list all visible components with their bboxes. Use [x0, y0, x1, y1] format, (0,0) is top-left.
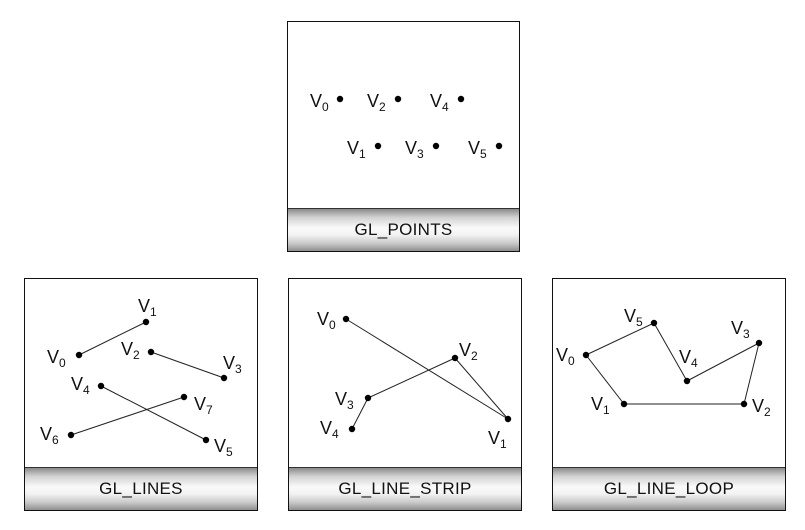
edge-v3-v4 — [686, 342, 760, 382]
vertex-point-v0 — [75, 351, 83, 359]
edge-v4-v5 — [653, 322, 688, 382]
vertex-point-v4 — [683, 377, 691, 385]
vertex-label-v1: V1 — [591, 394, 610, 417]
vertex-label-v5: V5 — [214, 436, 233, 459]
vertex-point-v3 — [432, 142, 440, 150]
edge-v2-v3 — [367, 357, 456, 399]
diagram-gl-line-loop: V0 V1 V2 V3 V4 V5 — [556, 306, 771, 419]
edge-v5-v0 — [585, 322, 655, 356]
vertex-label-v4: V4 — [679, 347, 698, 370]
edge-v2-v3 — [150, 351, 225, 379]
vertex-label-v1: V1 — [138, 296, 157, 319]
vertex-label-v4: V4 — [320, 418, 339, 441]
vertex-label-v2: V2 — [121, 339, 140, 362]
vertex-label-v3: V3 — [405, 138, 424, 161]
vertex-point-v4 — [348, 425, 356, 433]
vertex-label-v0: V0 — [310, 91, 329, 114]
vertex-label-v3: V3 — [335, 389, 354, 412]
edge-v0-v1 — [345, 318, 509, 420]
vertex-label-v6: V6 — [40, 424, 59, 447]
caption-gl-line-loop: GL_LINE_LOOP — [553, 467, 785, 510]
vertex-label-v2: V2 — [752, 396, 771, 419]
vertex-point-v1 — [374, 142, 382, 150]
vertex-point-v3 — [364, 394, 372, 402]
diagram-gl-lines: V0 V1 V2 V3 V4 V5 V6 V7 — [40, 296, 242, 459]
vertex-point-v0 — [582, 351, 590, 359]
caption-gl-lines: GL_LINES — [25, 467, 257, 510]
diagram-gl-line-strip: V0 V1 V2 V3 V4 — [317, 309, 512, 451]
vertex-label-v1: V1 — [488, 428, 507, 451]
vertex-label-v0: V0 — [47, 347, 66, 370]
edge-v0-v1 — [78, 321, 147, 356]
vertex-label-v0: V0 — [556, 345, 575, 368]
vertex-point-v0 — [336, 95, 344, 103]
edge-v2-v3 — [743, 342, 760, 405]
vertex-point-v3 — [220, 374, 228, 382]
panel-gl-lines: V0 V1 V2 V3 V4 V5 V6 V7 GL_LINES — [24, 278, 258, 511]
diagram-gl-points: V0 V1 V2 V3 V4 V5 — [310, 91, 503, 161]
edge-v1-v2 — [454, 357, 509, 420]
vertex-point-v5 — [202, 436, 210, 444]
vertex-label-v0: V0 — [317, 309, 336, 332]
vertex-point-v4 — [97, 382, 105, 390]
vertex-label-v2: V2 — [459, 340, 478, 363]
vertex-point-v0 — [342, 315, 350, 323]
panel-gl-line-loop: V0 V1 V2 V3 V4 V5 GL_LINE_LOOP — [552, 278, 786, 511]
vertex-point-v1 — [620, 400, 628, 408]
panel-gl-points: V0 V1 V2 V3 V4 V5 GL_POINTS — [287, 21, 520, 252]
vertex-point-v2 — [740, 400, 748, 408]
vertex-point-v2 — [147, 348, 155, 356]
vertex-label-v3: V3 — [223, 353, 242, 376]
edge-v4-v5 — [100, 385, 207, 441]
caption-gl-points: GL_POINTS — [288, 208, 519, 251]
vertex-label-v2: V2 — [367, 91, 386, 114]
vertex-label-v4: V4 — [430, 91, 449, 114]
vertex-point-v7 — [180, 393, 188, 401]
vertex-point-v6 — [67, 431, 75, 439]
vertex-label-v5: V5 — [624, 306, 643, 329]
edge-v0-v1 — [585, 354, 625, 405]
vertex-point-v5 — [650, 319, 658, 327]
vertex-label-v4: V4 — [71, 374, 90, 397]
vertex-point-v5 — [495, 142, 503, 150]
vertex-point-v4 — [457, 95, 465, 103]
vertex-label-v5: V5 — [468, 138, 487, 161]
vertex-point-v1 — [142, 318, 150, 326]
vertex-label-v3: V3 — [731, 318, 750, 341]
vertex-point-v1 — [504, 415, 512, 423]
vertex-label-v1: V1 — [347, 138, 366, 161]
panel-gl-line-strip: V0 V1 V2 V3 V4 GL_LINE_STRIP — [288, 278, 522, 511]
vertex-point-v2 — [451, 354, 459, 362]
edge-v3-v4 — [351, 397, 369, 430]
vertex-label-v7: V7 — [194, 394, 213, 417]
edge-v6-v7 — [70, 396, 185, 436]
vertex-point-v3 — [755, 339, 763, 347]
vertex-point-v2 — [394, 95, 402, 103]
caption-gl-line-strip: GL_LINE_STRIP — [289, 467, 521, 510]
